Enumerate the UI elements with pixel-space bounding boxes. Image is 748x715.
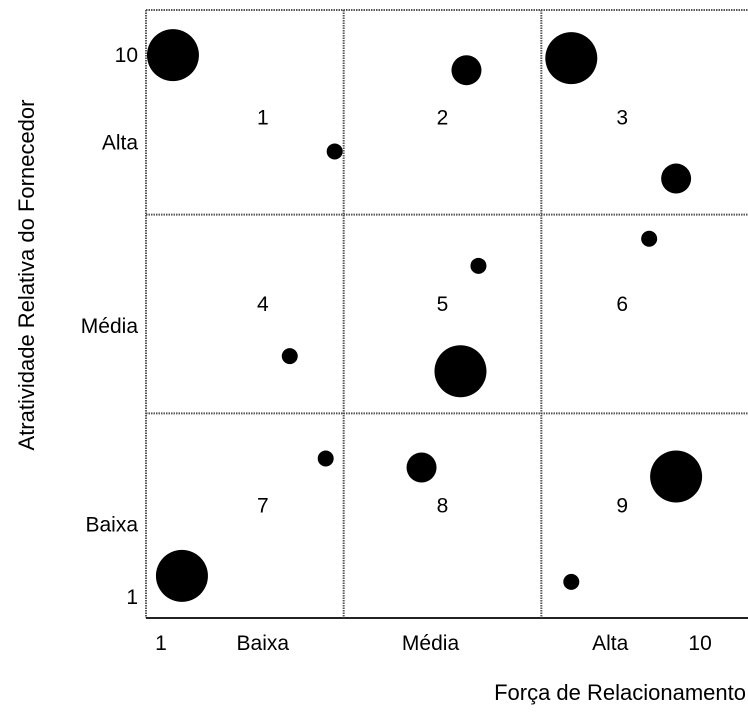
x-axis-title: Força de Relacionamento [494,680,746,705]
bubble-point [317,450,334,467]
cell-number: 3 [616,106,628,129]
bubble-point [281,348,298,365]
cell-number: 2 [437,106,449,129]
y-tick-label: Média [81,315,139,338]
cell-numbers: 1 2 3 4 5 6 7 8 9 [257,106,628,517]
bubble-point [563,573,580,590]
bubble-point [641,230,658,247]
bubble-point [146,29,199,82]
cell-number: 8 [437,495,449,518]
bubble-point [470,257,487,274]
x-tick-label: 10 [688,632,711,655]
x-tick-label: Média [402,632,460,655]
x-tick-label: 1 [155,632,167,655]
bubble-point [661,163,692,194]
x-axis-ticks: 1 Baixa Média Alta 10 [155,632,712,655]
y-tick-label: 1 [126,586,138,609]
bubble-points [146,29,703,602]
bubble-point [650,450,703,503]
bubble-point [434,345,487,398]
y-axis-title: Atratividade Relativa do Fornecedor [14,100,39,451]
cell-number: 7 [257,495,269,518]
y-tick-label: 10 [115,44,138,67]
bubble-point [451,55,482,86]
x-tick-label: Baixa [237,632,290,655]
cell-number: 5 [437,293,449,316]
x-tick-label: Alta [592,632,629,655]
y-axis-ticks: 10 Alta Média Baixa 1 [81,44,139,609]
y-tick-label: Alta [102,131,139,154]
bubble-point [326,143,343,160]
cell-number: 4 [257,293,269,316]
matrix-grid [145,9,748,619]
cell-number: 9 [616,495,628,518]
cell-number: 6 [616,293,628,316]
y-tick-label: Baixa [85,514,138,537]
bubble-point [406,452,437,483]
bubble-point [155,549,208,602]
bubble-point [545,32,598,85]
cell-number: 1 [257,106,269,129]
